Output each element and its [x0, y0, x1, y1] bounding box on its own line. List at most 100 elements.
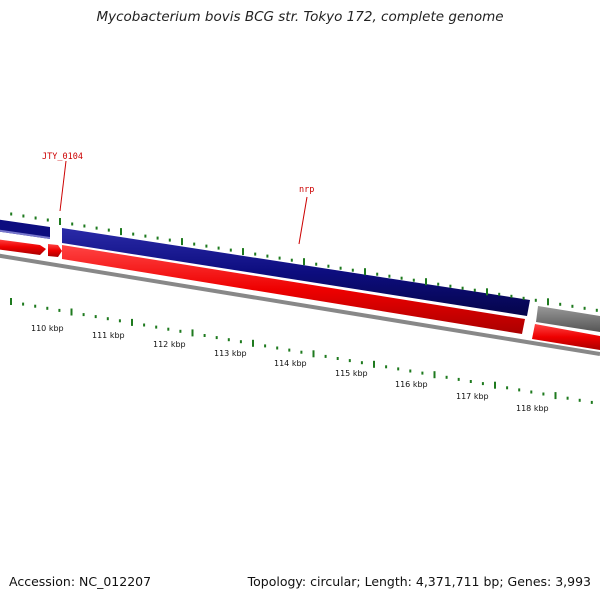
scale-tick — [373, 360, 375, 368]
inner-tick — [193, 242, 196, 246]
inner-tick — [498, 292, 501, 296]
accession-label: Accession: NC_012207 — [9, 574, 152, 589]
inner-tick — [71, 222, 74, 226]
scale-tick — [300, 350, 303, 354]
scale-tick — [46, 306, 49, 310]
scale-label: 113 kbp — [214, 349, 247, 358]
scale-tick — [566, 396, 569, 400]
inner-tick — [473, 288, 476, 292]
scale-tick — [22, 302, 25, 306]
scale-label: 118 kbp — [516, 404, 549, 413]
reverse-feature-1 — [0, 239, 46, 255]
inner-tick — [510, 294, 513, 298]
inner-tick — [132, 232, 135, 236]
scale-tick — [312, 350, 315, 358]
inner-tick — [351, 268, 354, 272]
other-feature — [536, 306, 600, 332]
inner-tick — [120, 228, 122, 236]
scale-tick — [203, 334, 206, 337]
inner-tick — [59, 218, 61, 225]
scale-tick — [433, 371, 436, 379]
reverse-feature-right — [532, 324, 600, 350]
scale-tick — [348, 359, 351, 363]
gene-label-nrp[interactable]: nrp — [299, 185, 314, 195]
forward-feature-nrp — [62, 228, 530, 316]
scale-tick — [191, 329, 194, 337]
scale-tick — [469, 380, 472, 383]
scale-labels: 110 kbp 111 kbp 112 kbp 113 kbp 114 kbp … — [31, 324, 549, 413]
reverse-feature-2 — [48, 244, 62, 257]
scale-tick — [131, 318, 133, 326]
scale-tick — [494, 381, 496, 389]
scale-tick — [118, 319, 121, 323]
scale-tick — [239, 340, 242, 344]
scale-tick — [179, 329, 182, 333]
scale-label: 110 kbp — [31, 324, 64, 333]
inner-tick — [595, 308, 598, 312]
scale-label: 112 kbp — [153, 340, 186, 349]
scale-tick — [397, 367, 400, 371]
scale-tick — [542, 392, 545, 396]
inner-tick — [388, 274, 391, 278]
map-title: Mycobacterium bovis BCG str. Tokyo 172, … — [96, 9, 504, 25]
scale-label: 114 kbp — [274, 359, 307, 368]
scale-label: 111 kbp — [92, 331, 125, 340]
inner-tick — [144, 234, 147, 238]
scale-tick — [518, 388, 521, 392]
inner-tick — [229, 248, 232, 252]
scale-tick — [252, 339, 254, 347]
scale-tick — [58, 308, 61, 312]
inner-tick — [290, 258, 293, 262]
scale-tick — [578, 398, 581, 402]
scale-tick — [82, 313, 85, 317]
inner-tick — [10, 212, 13, 216]
scale-tick — [457, 377, 460, 381]
inner-tick — [156, 236, 159, 240]
inner-tick — [83, 224, 86, 228]
scale-tick — [336, 357, 339, 360]
scale-tick — [94, 315, 97, 319]
reverse-feature-nrp — [62, 245, 525, 334]
scale-tick — [360, 361, 363, 365]
inner-tick — [22, 214, 25, 218]
scale-tick — [143, 323, 146, 327]
scale-tick — [288, 348, 291, 352]
inner-tick — [254, 252, 257, 256]
inner-tick — [107, 228, 110, 232]
inner-tick — [95, 226, 98, 230]
inner-tick — [400, 276, 403, 280]
inner-tick — [181, 238, 183, 246]
gene-label-jty0104[interactable]: JTY_0104 — [42, 152, 83, 162]
scale-tick — [276, 346, 279, 350]
inner-tick — [339, 266, 342, 270]
scale-tick — [34, 304, 37, 308]
scale-tick — [215, 336, 218, 340]
inner-tick — [376, 272, 379, 276]
forward-feature-jty0104 — [0, 219, 50, 239]
inner-tick — [34, 216, 37, 220]
scale-tick — [70, 308, 73, 316]
scale-label: 117 kbp — [456, 392, 489, 401]
inner-tick — [217, 246, 220, 250]
gene-pointer-nrp — [298, 196, 308, 245]
scale-tick — [264, 344, 267, 348]
inner-tick — [46, 218, 49, 222]
outer-tick-row — [10, 298, 593, 404]
forward-feature-jty0104-faded — [0, 229, 50, 239]
scale-tick — [590, 400, 593, 404]
scale-tick — [530, 390, 533, 394]
inner-tick — [205, 244, 208, 248]
scale-label: 116 kbp — [395, 380, 428, 389]
genome-stats-label: Topology: circular; Length: 4,371,711 bp… — [247, 574, 591, 589]
inner-tick — [242, 248, 244, 256]
gene-pointer-jty0104 — [59, 160, 67, 212]
inner-tick — [327, 264, 330, 268]
scale-tick — [227, 338, 230, 342]
inner-tick — [486, 288, 488, 296]
inner-tick-row — [10, 212, 598, 312]
inner-tick — [315, 262, 318, 266]
inner-tick — [449, 284, 452, 288]
inner-tick — [571, 304, 574, 308]
genome-backbone — [0, 253, 600, 356]
